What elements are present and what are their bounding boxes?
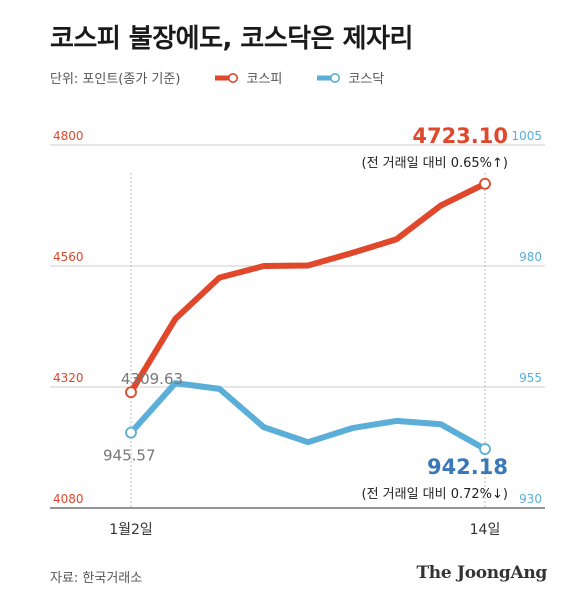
left-tick-label: 4800 <box>53 129 84 143</box>
publisher-logo: The JoongAng <box>416 563 547 583</box>
kosdaq-end-label: 942.18 <box>427 455 508 479</box>
kospi-start-point <box>125 386 137 399</box>
kosdaq-start-label: 945.57 <box>103 447 156 465</box>
right-tick-label: 955 <box>519 371 542 385</box>
legend-row: 단위: 포인트(종가 기준) 코스피 코스닥 <box>50 68 384 87</box>
page-title: 코스피 불장에도, 코스닥은 제자리 <box>50 24 413 54</box>
right-tick-label: 1005 <box>511 129 542 143</box>
x-tick-label: 14일 <box>470 522 501 538</box>
unit-label: 단위: 포인트(종가 기준) <box>50 72 181 87</box>
kospi-line <box>128 180 488 396</box>
kosdaq-legend-icon <box>317 72 341 83</box>
legend-item-kosdaq: 코스닥 <box>316 68 384 87</box>
kospi-end-label: 4723.10 <box>412 124 508 148</box>
kospi-end-point <box>479 177 491 190</box>
right-tick-label: 980 <box>519 250 542 264</box>
kospi-change-note: (전 거래일 대비 0.65%↑) <box>362 156 509 171</box>
legend-label-kosdaq: 코스닥 <box>348 72 385 87</box>
kosdaq-start-point <box>125 426 137 439</box>
legend-item-kospi: 코스피 <box>214 68 282 87</box>
left-tick-label: 4080 <box>53 492 84 506</box>
kospi-legend-icon <box>215 72 239 83</box>
left-tick-label: 4560 <box>53 250 84 264</box>
right-tick-label: 930 <box>519 492 542 506</box>
kosdaq-change-note: (전 거래일 대비 0.72%↓) <box>362 487 509 502</box>
kospi-start-label: 4309.63 <box>121 370 183 388</box>
left-tick-label: 4320 <box>53 371 84 385</box>
kosdaq-line <box>128 380 488 452</box>
kosdaq-end-point <box>479 443 491 455</box>
x-tick-label: 1월2일 <box>109 522 153 538</box>
legend-label-kospi: 코스피 <box>246 72 283 87</box>
source-note: 자료: 한국거래소 <box>50 571 143 586</box>
